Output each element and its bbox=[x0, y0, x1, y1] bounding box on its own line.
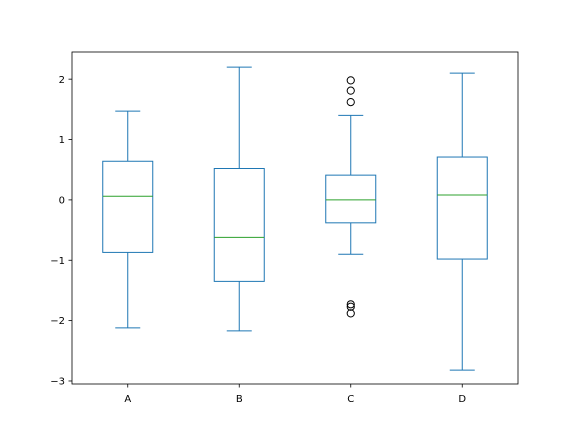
y-tick-label: 0 bbox=[59, 195, 65, 206]
box-group-b bbox=[213, 66, 265, 332]
x-tick-label: A bbox=[124, 394, 131, 405]
box-d bbox=[436, 156, 488, 260]
x-tick-label: D bbox=[458, 394, 466, 405]
y-tick-label: −2 bbox=[50, 316, 65, 327]
box-group-d bbox=[436, 72, 488, 371]
y-tick-label: 1 bbox=[59, 135, 65, 146]
y-tick-label: 2 bbox=[59, 75, 65, 86]
outlier-point-c-1 bbox=[346, 86, 355, 95]
outlier-point-c-3 bbox=[346, 300, 355, 309]
x-axis: A B C D bbox=[124, 384, 466, 405]
box-b bbox=[213, 168, 265, 282]
outlier-point-c-5 bbox=[346, 309, 355, 318]
x-tick-label: B bbox=[236, 394, 243, 405]
box-group-a bbox=[102, 110, 154, 329]
x-tick-label: C bbox=[347, 394, 354, 405]
y-axis: −3 −2 −1 0 1 2 bbox=[50, 75, 72, 388]
box-a bbox=[102, 160, 154, 253]
axes-frame bbox=[71, 51, 519, 385]
box-c bbox=[325, 174, 377, 224]
outlier-point-c-4 bbox=[346, 302, 355, 311]
y-tick-label: −3 bbox=[50, 377, 65, 388]
outlier-point-c-0 bbox=[346, 76, 355, 85]
box-group-c bbox=[325, 76, 377, 318]
outlier-point-c-2 bbox=[346, 98, 355, 107]
y-tick-label: −1 bbox=[50, 256, 65, 267]
plot-area bbox=[102, 66, 488, 371]
